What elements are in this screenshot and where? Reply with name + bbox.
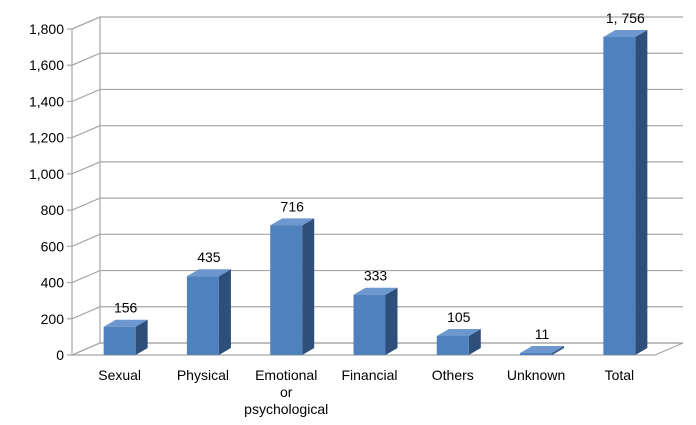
bar-side	[635, 29, 648, 355]
bar	[436, 335, 469, 355]
grid-line	[67, 88, 683, 103]
back-wall	[71, 16, 101, 355]
bar-top	[603, 29, 648, 37]
y-tick-label: 1,400	[29, 93, 64, 109]
bar-side	[385, 287, 398, 355]
bar	[270, 225, 303, 355]
value-label: 716	[281, 198, 305, 214]
bar	[603, 36, 636, 356]
value-label: 435	[197, 249, 221, 265]
bar-top	[436, 328, 481, 336]
grid-line	[67, 52, 683, 66]
grid-line	[67, 16, 683, 30]
value-label: 105	[447, 309, 471, 325]
value-label: 156	[114, 300, 138, 316]
y-tick-label: 1,000	[29, 166, 64, 182]
y-tick-label: 200	[41, 311, 65, 327]
bar-side	[218, 269, 231, 355]
y-tick-label: 1,200	[29, 130, 64, 146]
bar-top	[103, 319, 148, 327]
bar	[353, 294, 386, 355]
bar	[103, 326, 136, 355]
bar-top	[520, 346, 565, 354]
grid-line	[67, 125, 683, 139]
y-tick-label: 1,600	[29, 57, 64, 73]
bar-top	[186, 269, 231, 277]
y-tick-label: 600	[41, 238, 65, 254]
bar-side	[552, 346, 565, 355]
grid-line	[67, 197, 683, 211]
y-tick-label: 1,800	[29, 21, 64, 37]
x-tick-label: Others	[432, 367, 474, 383]
grid-line	[67, 233, 683, 247]
bar-top	[270, 218, 315, 226]
bar	[520, 353, 553, 355]
bar-side	[468, 328, 481, 355]
y-tick-label: 400	[41, 275, 65, 291]
y-tick-label: 0	[56, 347, 64, 363]
grid-line	[67, 161, 683, 175]
y-tick-label: 800	[41, 202, 65, 218]
bar	[186, 276, 219, 355]
grid-line	[67, 269, 683, 284]
value-label: 11	[535, 326, 550, 342]
bar-top	[353, 287, 398, 295]
value-label: 333	[364, 268, 388, 284]
bar-side	[135, 319, 148, 355]
x-tick-label: Physical	[177, 367, 229, 383]
x-tick-label: Financial	[341, 367, 397, 383]
x-tick-label: Sexual	[98, 367, 141, 383]
x-tick-label: Emotional or psychological	[244, 367, 328, 417]
x-tick-label: Total	[605, 367, 635, 383]
value-label: 1, 756	[606, 10, 645, 26]
x-tick-label: Unknown	[507, 367, 565, 383]
bar-side	[302, 218, 315, 355]
